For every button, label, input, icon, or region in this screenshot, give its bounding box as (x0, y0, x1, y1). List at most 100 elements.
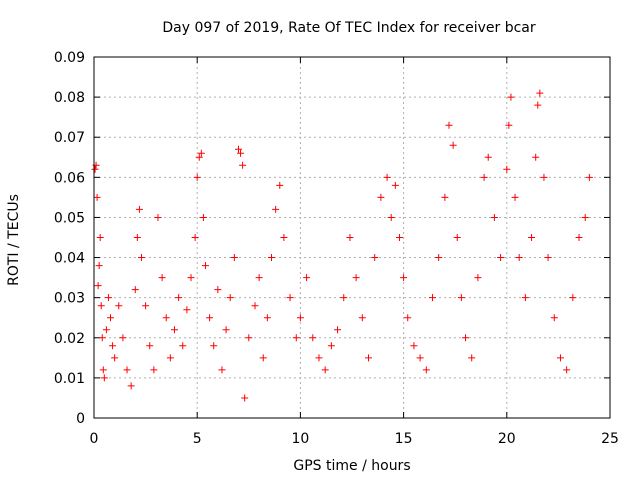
y-tick-label: 0 (76, 411, 85, 427)
data-point (484, 153, 492, 161)
data-point (199, 213, 207, 221)
data-point (544, 254, 552, 262)
data-point (102, 326, 110, 334)
data-point (100, 374, 108, 382)
data-point (133, 234, 141, 241)
data-point (91, 165, 99, 173)
data-point (158, 274, 166, 282)
data-point (400, 274, 408, 282)
grid-layer (94, 57, 610, 418)
data-point (503, 165, 511, 173)
data-point (251, 302, 259, 310)
y-tick-label: 0.09 (54, 50, 85, 66)
data-point (137, 254, 145, 262)
data-point (534, 101, 542, 109)
data-point (210, 342, 218, 350)
data-point (428, 294, 436, 302)
data-point (268, 254, 276, 262)
data-point (395, 234, 403, 241)
y-tick-label: 0.05 (54, 210, 85, 226)
y-tick-label: 0.08 (54, 90, 85, 106)
data-point (218, 366, 226, 374)
data-point (575, 234, 583, 241)
data-point (569, 294, 577, 302)
y-tick-label: 0.01 (54, 371, 85, 387)
data-point (214, 286, 222, 294)
chart-title: Day 097 of 2019, Rate Of TEC Index for r… (162, 20, 536, 36)
data-point (334, 326, 342, 334)
data-point (170, 326, 178, 334)
data-point (131, 286, 139, 294)
data-point (115, 302, 123, 310)
data-point (292, 334, 300, 342)
data-point (93, 193, 101, 201)
data-point (505, 121, 513, 129)
data-point (276, 181, 284, 189)
x-tick-label: 25 (601, 431, 619, 447)
data-point (441, 193, 449, 201)
data-point (468, 354, 476, 362)
y-axis-label: ROTI / TECUs (6, 194, 22, 286)
data-point (237, 149, 245, 157)
data-point (521, 294, 529, 302)
x-tick-label: 5 (193, 431, 202, 447)
data-point (457, 294, 465, 302)
data-point (556, 354, 564, 362)
data-point (497, 254, 505, 262)
data-point (193, 173, 201, 181)
data-point (191, 234, 199, 241)
y-tick-label: 0.04 (54, 251, 85, 267)
data-point (296, 314, 304, 322)
data-point (230, 254, 238, 262)
data-point (263, 314, 271, 322)
data-point (536, 89, 544, 97)
data-point (127, 382, 135, 390)
data-point (387, 213, 395, 221)
y-tick-label: 0.06 (54, 170, 85, 186)
data-point (99, 366, 107, 374)
data-point (309, 334, 317, 342)
data-point (245, 334, 253, 342)
y-tick-label: 0.07 (54, 130, 85, 146)
y-tick-label: 0.02 (54, 331, 85, 347)
plot-frame (93, 56, 611, 419)
data-point (201, 262, 209, 270)
data-point (532, 153, 540, 161)
data-point (146, 342, 154, 350)
data-point (135, 205, 143, 213)
data-point (581, 213, 589, 221)
data-point (187, 274, 195, 282)
data-point (195, 153, 203, 161)
data-point (166, 354, 174, 362)
data-point (206, 314, 214, 322)
data-point (321, 366, 329, 374)
data-point (95, 262, 103, 270)
data-point (183, 306, 191, 314)
x-tick-label: 15 (395, 431, 413, 447)
data-point (416, 354, 424, 362)
data-point (98, 334, 106, 342)
data-point (410, 342, 418, 350)
data-point (515, 254, 523, 262)
data-point (259, 354, 267, 362)
data-point (175, 294, 183, 302)
data-points-layer (91, 89, 593, 402)
data-point (550, 314, 558, 322)
data-point (462, 334, 470, 342)
data-point (490, 213, 498, 221)
tick-layer: 0 0.01 0.02 0.03 0.04 0.05 0.06 0.07 0.08 0.09 0 5 1… (54, 50, 619, 447)
data-point (404, 314, 412, 322)
data-point (383, 173, 391, 181)
data-point (111, 354, 119, 362)
data-point (540, 173, 548, 181)
data-point (315, 354, 323, 362)
data-point (123, 366, 131, 374)
data-point (453, 234, 461, 241)
data-point (422, 366, 430, 374)
data-point (96, 234, 104, 241)
data-point (445, 121, 453, 129)
data-point (365, 354, 373, 362)
data-point (222, 326, 230, 334)
data-point (162, 314, 170, 322)
data-point (109, 342, 117, 350)
